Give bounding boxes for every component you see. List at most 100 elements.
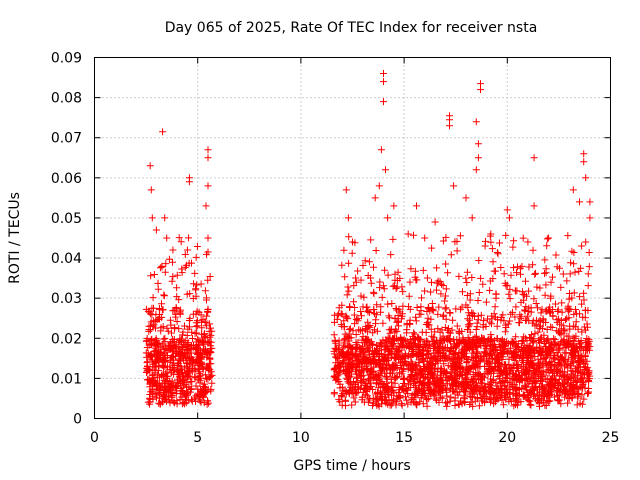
data-point <box>501 328 509 336</box>
data-point <box>176 309 184 317</box>
data-point <box>487 351 495 359</box>
data-point <box>146 400 153 408</box>
data-point <box>555 391 563 399</box>
data-point <box>571 268 579 276</box>
data-point <box>442 292 449 300</box>
data-point <box>582 174 590 182</box>
data-point <box>198 330 206 338</box>
data-point <box>412 361 419 369</box>
data-point <box>346 325 354 333</box>
data-point <box>436 368 444 376</box>
data-point <box>479 280 487 288</box>
data-point <box>466 316 473 324</box>
data-point <box>569 341 577 349</box>
data-point <box>505 355 513 363</box>
data-point <box>354 267 362 275</box>
data-point <box>551 351 559 359</box>
data-point <box>472 166 480 174</box>
data-point <box>484 315 491 323</box>
data-point <box>189 358 197 366</box>
data-point <box>405 362 413 370</box>
data-point <box>426 366 434 374</box>
data-point <box>379 319 387 327</box>
data-point <box>331 373 339 381</box>
data-point <box>489 391 497 399</box>
data-point <box>458 400 466 408</box>
data-point <box>586 198 594 206</box>
data-point <box>192 323 200 331</box>
data-point <box>371 310 378 318</box>
data-point <box>522 303 530 311</box>
data-point <box>424 378 432 386</box>
data-point <box>395 388 403 396</box>
data-point <box>196 377 204 385</box>
data-point <box>466 296 474 304</box>
data-point <box>164 372 172 380</box>
data-point <box>159 306 167 314</box>
data-point <box>334 354 342 362</box>
data-point <box>434 277 442 285</box>
data-point <box>181 322 188 330</box>
data-point <box>532 379 539 387</box>
data-point <box>482 298 490 306</box>
data-point <box>513 287 521 295</box>
data-point <box>381 266 389 274</box>
data-point <box>420 379 428 387</box>
data-point <box>547 366 554 374</box>
data-point <box>567 259 575 267</box>
data-point <box>537 355 545 363</box>
data-point <box>183 332 191 339</box>
data-point <box>330 390 338 398</box>
data-point <box>349 238 356 246</box>
data-point <box>570 260 578 268</box>
data-point <box>357 350 365 358</box>
data-point <box>554 397 562 405</box>
data-point <box>163 324 171 332</box>
data-point <box>185 317 193 324</box>
data-point <box>161 357 169 365</box>
data-point <box>379 282 387 290</box>
data-point <box>542 269 550 277</box>
data-point <box>533 283 541 291</box>
data-point <box>468 309 476 317</box>
data-point <box>499 379 507 387</box>
data-point <box>364 375 372 383</box>
data-point <box>162 260 170 268</box>
data-point <box>527 401 535 409</box>
data-point <box>564 232 572 240</box>
data-point <box>470 375 477 383</box>
data-point <box>144 307 152 315</box>
data-point <box>375 359 383 367</box>
data-point <box>377 308 385 316</box>
data-point <box>195 348 203 356</box>
data-point <box>519 368 527 376</box>
data-point <box>419 400 427 408</box>
data-point <box>511 313 519 321</box>
data-point <box>512 396 520 404</box>
data-point <box>190 280 198 288</box>
data-point <box>191 269 199 277</box>
data-point <box>500 317 508 325</box>
data-point <box>474 154 482 162</box>
data-point <box>441 297 449 305</box>
data-point <box>150 321 158 329</box>
data-point <box>378 293 386 301</box>
data-point <box>385 348 393 356</box>
data-point <box>558 308 566 316</box>
data-point <box>168 277 176 285</box>
data-point <box>488 335 496 343</box>
data-point <box>348 249 356 257</box>
data-point <box>557 283 565 291</box>
data-point <box>402 393 409 401</box>
data-point <box>158 313 166 321</box>
data-point <box>171 399 179 407</box>
data-point <box>530 392 537 400</box>
data-point <box>451 368 459 376</box>
y-tick-label: 0.02 <box>51 331 82 347</box>
data-point <box>183 290 191 298</box>
data-point <box>574 372 582 380</box>
data-point <box>146 162 154 170</box>
data-point <box>541 291 549 299</box>
data-point <box>533 321 541 329</box>
data-point <box>172 304 180 311</box>
